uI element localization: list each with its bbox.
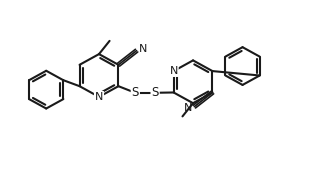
Text: N: N <box>95 92 103 102</box>
Text: N: N <box>139 44 147 54</box>
Text: S: S <box>151 86 159 99</box>
Text: N: N <box>169 66 178 76</box>
Text: N: N <box>184 103 192 113</box>
Text: S: S <box>132 86 139 99</box>
